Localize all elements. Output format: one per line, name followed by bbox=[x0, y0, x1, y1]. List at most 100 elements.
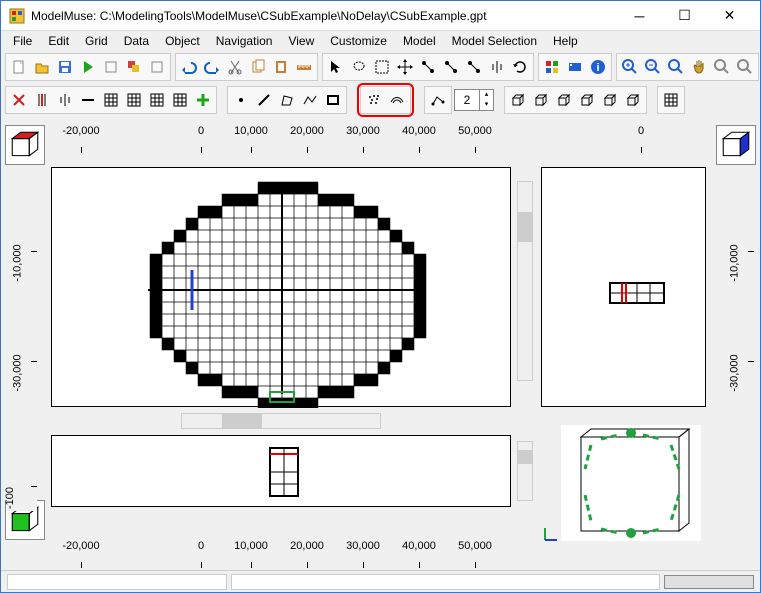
toolbar-group bbox=[175, 53, 318, 81]
titlebar: ModelMuse: C:\ModelingTools\ModelMuse\CS… bbox=[1, 1, 760, 31]
scrollbar-sync-h[interactable] bbox=[181, 413, 381, 429]
menu-model-selection[interactable]: Model Selection bbox=[444, 32, 545, 50]
grid-cols-icon[interactable] bbox=[146, 89, 168, 111]
box-top-icon[interactable] bbox=[553, 89, 575, 111]
grid-rows-icon[interactable] bbox=[123, 89, 145, 111]
color-icon[interactable] bbox=[541, 56, 563, 78]
line-icon[interactable] bbox=[253, 89, 275, 111]
viewport-top[interactable] bbox=[51, 167, 511, 407]
layer-down[interactable]: ▾ bbox=[479, 100, 493, 110]
scrollbar-sync-v[interactable] bbox=[517, 181, 533, 381]
vertex-add-icon[interactable] bbox=[417, 56, 439, 78]
ruler-label: 40,000 bbox=[402, 125, 436, 137]
menu-edit[interactable]: Edit bbox=[40, 32, 77, 50]
menu-file[interactable]: File bbox=[5, 32, 40, 50]
delete-col-icon[interactable] bbox=[31, 89, 53, 111]
horiz-line-icon[interactable] bbox=[77, 89, 99, 111]
view-cube-top[interactable] bbox=[5, 125, 45, 165]
toolbar-group bbox=[616, 53, 759, 81]
viewport-side[interactable] bbox=[541, 167, 706, 407]
layer-up[interactable]: ▴ bbox=[479, 90, 493, 100]
view-cube-side[interactable] bbox=[716, 125, 756, 165]
move-icon[interactable] bbox=[394, 56, 416, 78]
ruler-label: 50,000 bbox=[458, 540, 492, 552]
box-shade-icon[interactable] bbox=[599, 89, 621, 111]
scatter-icon[interactable] bbox=[363, 89, 385, 111]
pan-icon[interactable] bbox=[688, 56, 710, 78]
zoom-in-icon[interactable] bbox=[619, 56, 641, 78]
ruler-label: -10,000 bbox=[729, 244, 741, 281]
rect-icon[interactable] bbox=[322, 89, 344, 111]
new-file-icon[interactable] bbox=[8, 56, 30, 78]
close-button[interactable]: ✕ bbox=[707, 2, 752, 30]
maximize-button[interactable]: ☐ bbox=[662, 2, 707, 30]
box-iso-icon[interactable] bbox=[576, 89, 598, 111]
palette-icon[interactable] bbox=[564, 56, 586, 78]
grid-small-icon[interactable] bbox=[100, 89, 122, 111]
menu-grid[interactable]: Grid bbox=[77, 32, 116, 50]
contour-icon[interactable] bbox=[386, 89, 408, 111]
zoom-out-icon[interactable] bbox=[642, 56, 664, 78]
menu-data[interactable]: Data bbox=[116, 32, 157, 50]
menu-view[interactable]: View bbox=[280, 32, 322, 50]
zoom-fit-icon[interactable] bbox=[665, 56, 687, 78]
menu-object[interactable]: Object bbox=[157, 32, 208, 50]
vertex-insert-icon[interactable] bbox=[440, 56, 462, 78]
layer-spinner[interactable]: ▴▾ bbox=[454, 89, 494, 111]
select-all-icon[interactable] bbox=[371, 56, 393, 78]
status-panel-2 bbox=[231, 574, 660, 590]
info-icon[interactable]: i bbox=[587, 56, 609, 78]
ruler-top-side: 0 bbox=[541, 123, 706, 153]
cut-icon[interactable] bbox=[224, 56, 246, 78]
toolbar-group bbox=[5, 53, 171, 81]
interpolate-icon[interactable] bbox=[427, 89, 449, 111]
minimize-button[interactable]: ─ bbox=[617, 2, 662, 30]
delete-row-icon[interactable] bbox=[8, 89, 30, 111]
ruler-label: 20,000 bbox=[290, 125, 324, 137]
lasso-icon[interactable] bbox=[348, 56, 370, 78]
point-icon[interactable] bbox=[230, 89, 252, 111]
box-side-icon[interactable] bbox=[530, 89, 552, 111]
ruler-label: 0 bbox=[198, 540, 204, 552]
run-icon[interactable] bbox=[77, 56, 99, 78]
ruler-left-main: -10,000-30,000 bbox=[7, 171, 37, 421]
open-file-icon[interactable] bbox=[31, 56, 53, 78]
viewport-3d[interactable] bbox=[561, 425, 701, 541]
toolbar-group bbox=[424, 86, 452, 114]
rotate-icon[interactable] bbox=[509, 56, 531, 78]
vertex-del-icon[interactable] bbox=[463, 56, 485, 78]
layer-value-input[interactable] bbox=[455, 93, 479, 107]
ruler-icon[interactable] bbox=[293, 56, 315, 78]
grid-view-icon[interactable] bbox=[660, 89, 682, 111]
menu-model[interactable]: Model bbox=[395, 32, 444, 50]
layers-icon[interactable] bbox=[123, 56, 145, 78]
box-front-icon[interactable] bbox=[507, 89, 529, 111]
status-progress bbox=[664, 575, 754, 589]
grid-dense-icon[interactable] bbox=[169, 89, 191, 111]
app-icon bbox=[9, 8, 25, 24]
menu-customize[interactable]: Customize bbox=[322, 32, 395, 50]
svg-text:i: i bbox=[596, 62, 599, 74]
add-green-icon[interactable] bbox=[192, 89, 214, 111]
select-icon[interactable] bbox=[325, 56, 347, 78]
ruler-label: 40,000 bbox=[402, 540, 436, 552]
polyline-icon[interactable] bbox=[299, 89, 321, 111]
ruler-label: 50,000 bbox=[458, 125, 492, 137]
copy-icon[interactable] bbox=[247, 56, 269, 78]
scrollbar-front-v[interactable] bbox=[517, 441, 533, 501]
polygon-icon[interactable] bbox=[276, 89, 298, 111]
box-wire-icon[interactable] bbox=[622, 89, 644, 111]
zoom-extent-icon[interactable] bbox=[734, 56, 756, 78]
menu-help[interactable]: Help bbox=[545, 32, 586, 50]
viewport-front[interactable] bbox=[51, 435, 511, 507]
split-icon[interactable] bbox=[486, 56, 508, 78]
zoom-region-icon[interactable] bbox=[711, 56, 733, 78]
split-vert-icon[interactable] bbox=[54, 89, 76, 111]
menu-navigation[interactable]: Navigation bbox=[208, 32, 281, 50]
paste-icon[interactable] bbox=[270, 56, 292, 78]
redo-icon[interactable] bbox=[201, 56, 223, 78]
undo-icon[interactable] bbox=[178, 56, 200, 78]
export-icon[interactable] bbox=[146, 56, 168, 78]
import-icon[interactable] bbox=[100, 56, 122, 78]
save-icon[interactable] bbox=[54, 56, 76, 78]
